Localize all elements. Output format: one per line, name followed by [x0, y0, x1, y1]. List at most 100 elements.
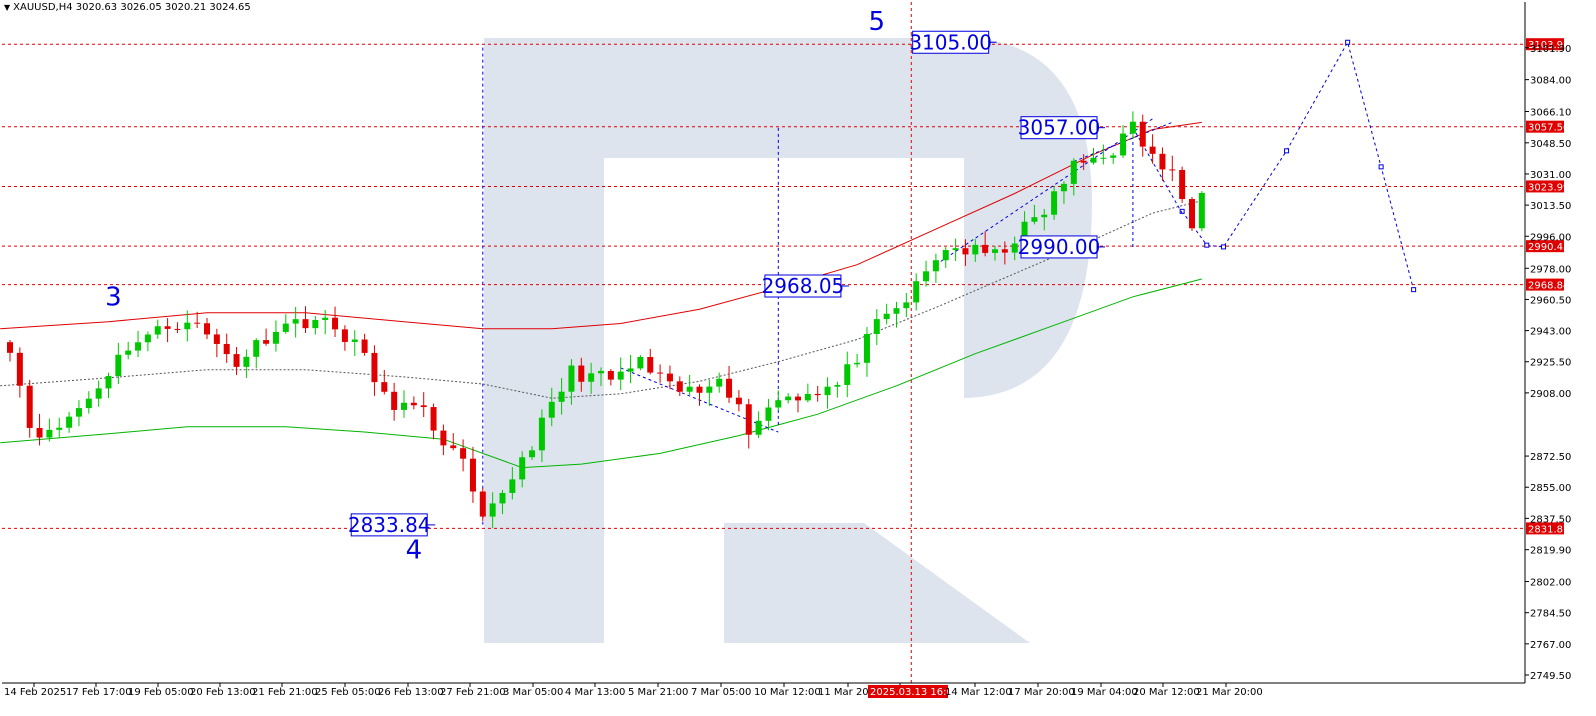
candle — [75, 400, 82, 427]
collapse-triangle-icon[interactable]: ▼ — [4, 3, 11, 12]
price-tick-label: 2767.00 — [1530, 640, 1571, 651]
price-level-label: 2968.84 — [1528, 281, 1569, 292]
channel-line — [935, 118, 1153, 266]
candle — [854, 353, 861, 368]
annotation-label: 2968.05 — [762, 274, 845, 298]
wave-label: 3 — [105, 283, 122, 313]
price-tick-label: 2784.50 — [1530, 609, 1571, 620]
candle — [992, 245, 998, 261]
candle — [795, 393, 801, 413]
candle — [873, 309, 880, 346]
candle — [105, 372, 112, 398]
time-marker-tag — [868, 685, 948, 698]
time-tick-label: 25 Feb 05:00 — [315, 687, 381, 698]
candle — [883, 303, 890, 325]
candle — [1129, 111, 1136, 139]
candle — [1139, 114, 1146, 157]
candle — [460, 439, 467, 472]
candle — [410, 396, 417, 410]
candle — [144, 331, 151, 352]
watermark-logo — [484, 38, 1092, 643]
forecast-node — [1284, 148, 1290, 154]
candle — [834, 381, 841, 398]
lower-band-line — [0, 278, 1202, 469]
time-tick-label: 14 Feb 2025 — [4, 687, 66, 698]
candle — [322, 310, 329, 335]
candle — [804, 383, 811, 403]
price-tick-label: 2819.90 — [1530, 546, 1571, 557]
candle — [696, 384, 703, 406]
candle — [272, 320, 279, 352]
price-annotation: 2968.05 — [762, 274, 849, 298]
candle — [164, 318, 171, 343]
price-axis[interactable]: 3103.91 3057.56 3023.99 2990.43 2968.84 2831.… — [1525, 38, 1571, 682]
price-level-tag: 3057.56 — [1526, 120, 1569, 134]
candle — [893, 301, 900, 328]
price-tick-label: 2872.50 — [1530, 452, 1571, 463]
candle — [1031, 204, 1038, 225]
candle — [154, 319, 161, 339]
candle — [381, 369, 388, 395]
candle — [765, 398, 772, 431]
candle — [844, 351, 851, 398]
price-tick-label: 2960.50 — [1530, 295, 1571, 306]
price-tick-label: 3013.50 — [1530, 201, 1571, 212]
price-tick-label: 2925.50 — [1530, 358, 1571, 369]
price-level-label: 2831.87 — [1528, 524, 1569, 535]
price-tick-label: 3031.00 — [1530, 170, 1571, 181]
forecast-node — [1411, 287, 1417, 293]
price-level-label: 3057.56 — [1528, 123, 1569, 134]
price-annotation: 3057.00 — [1018, 116, 1106, 140]
time-tick-label: 5 Mar 21:00 — [628, 687, 688, 698]
candle — [401, 390, 407, 418]
forecast-lines — [482, 2, 1417, 683]
candle — [1070, 158, 1077, 196]
candle — [66, 411, 73, 433]
time-tick-label: 3 Mar 05:00 — [503, 687, 563, 698]
time-tick-label: 14 Mar 12:00 — [945, 687, 1012, 698]
price-level-label: 3023.99 — [1528, 182, 1569, 193]
candle — [785, 393, 792, 404]
candle — [351, 330, 358, 357]
forecast-node — [1345, 39, 1351, 45]
candle — [666, 365, 673, 390]
candle — [282, 314, 289, 334]
candle — [420, 392, 427, 418]
candle — [903, 292, 910, 318]
candle — [962, 239, 969, 266]
candle — [1198, 191, 1205, 232]
candle — [923, 260, 930, 287]
candle — [391, 382, 398, 421]
time-tick-label: 19 Feb 05:00 — [128, 687, 194, 698]
candle — [952, 238, 959, 261]
candle — [657, 364, 664, 383]
candle — [292, 306, 299, 338]
time-tick-label: 21 Mar 20:00 — [1196, 687, 1263, 698]
candle — [1149, 134, 1156, 164]
time-tick-label: 27 Feb 21:00 — [440, 687, 506, 698]
candle — [568, 359, 575, 405]
price-level-label: 2990.43 — [1528, 242, 1569, 253]
candle — [253, 338, 260, 369]
annotation-label: 2833.84 — [348, 513, 431, 537]
candle — [46, 418, 53, 442]
candle — [1179, 166, 1186, 203]
candle — [499, 489, 506, 515]
price-tick-label: 2749.50 — [1530, 671, 1571, 682]
price-annotation: 2833.84 — [348, 513, 436, 537]
candle — [529, 446, 536, 461]
candle — [627, 354, 634, 384]
forecast-node — [1378, 164, 1384, 170]
candle — [972, 238, 979, 262]
time-tick-label: 26 Feb 13:00 — [378, 687, 444, 698]
candle — [26, 379, 33, 438]
candle — [223, 333, 230, 363]
candle — [519, 451, 526, 488]
annotation-label: 3105.00 — [909, 30, 992, 54]
price-level-tag: 2831.87 — [1526, 522, 1569, 535]
candles — [7, 111, 1205, 529]
symbol-label: XAUUSD,H4 — [13, 2, 73, 13]
candle — [1110, 152, 1117, 164]
